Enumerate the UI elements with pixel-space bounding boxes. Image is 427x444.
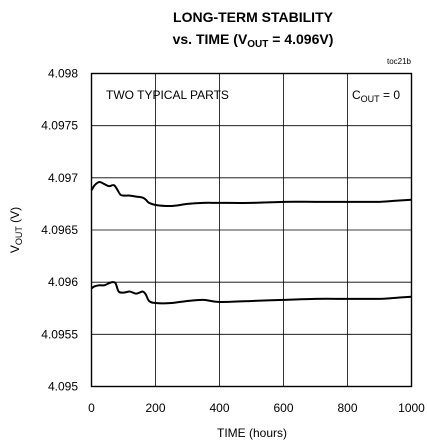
chart-grid — [91, 73, 412, 387]
title-vout-prefix: vs. TIME (V — [173, 31, 248, 47]
y-tick-label: 4.0975 — [41, 119, 78, 133]
x-tick-label: 400 — [209, 401, 229, 415]
annotation-cout: COUT = 0 — [352, 88, 400, 104]
x-tick-labels: 0 200 400 600 800 1000 — [88, 401, 425, 415]
title-vout-subscript: OUT — [247, 39, 268, 50]
y-tick-label: 4.095 — [48, 380, 78, 394]
x-tick-label: 1000 — [398, 401, 425, 415]
ylabel-main: V — [8, 245, 22, 253]
y-tick-label: 4.097 — [48, 171, 78, 185]
chart-title-line2: vs. TIME (VOUT = 4.096V) — [173, 31, 334, 50]
x-tick-label: 600 — [273, 401, 293, 415]
plot-area-border — [90, 72, 413, 388]
x-tick-label: 0 — [88, 401, 95, 415]
x-axis-label: TIME (hours) — [217, 426, 287, 440]
annotation-two-typical-parts: TWO TYPICAL PARTS — [106, 88, 229, 102]
series-line-2 — [90, 281, 412, 305]
data-series — [90, 181, 412, 305]
y-tick-label: 4.098 — [48, 67, 78, 81]
ylabel-subscript: OUT — [14, 226, 24, 246]
series-line-1 — [90, 181, 412, 208]
figure-id: toc21b — [387, 57, 412, 66]
y-tick-label: 4.0955 — [41, 327, 78, 341]
y-tick-labels: 4.095 4.0955 4.096 4.0965 4.097 4.0975 4.098 — [41, 67, 78, 394]
y-axis-label: VOUT (V) — [8, 207, 24, 253]
y-tick-label: 4.096 — [48, 275, 78, 289]
x-tick-label: 200 — [145, 401, 165, 415]
cout-subscript: OUT — [361, 94, 381, 104]
title-vout-suffix: = 4.096V) — [268, 31, 333, 47]
x-tick-label: 800 — [337, 401, 357, 415]
cout-main: C — [352, 88, 361, 102]
y-tick-label: 4.0965 — [41, 223, 78, 237]
chart-title-line1: LONG-TERM STABILITY — [173, 9, 334, 25]
cout-suffix: = 0 — [380, 88, 401, 102]
ylabel-suffix: (V) — [8, 207, 22, 226]
